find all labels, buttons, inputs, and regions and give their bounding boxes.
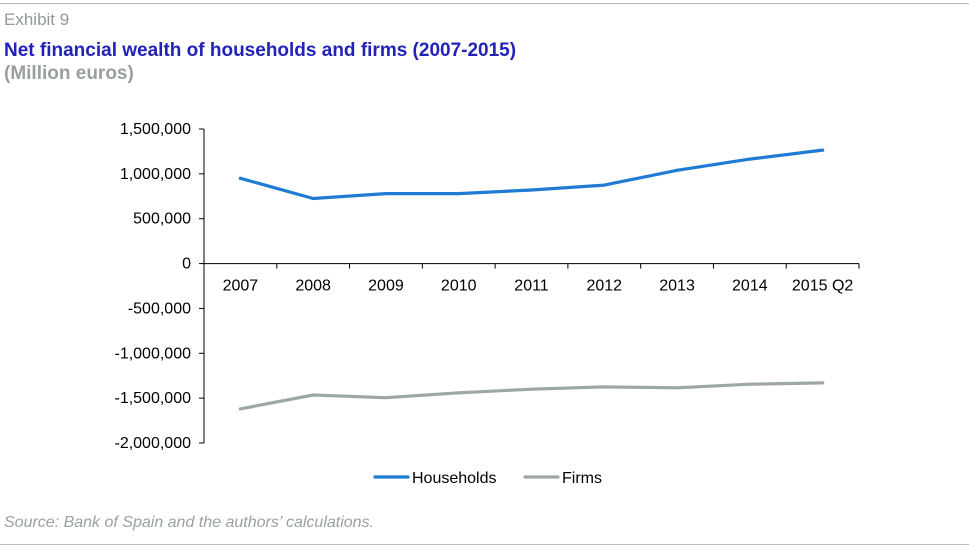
y-axis: 1,500,000 1,000,000 500,000 0 -500,000 -1,000… xyxy=(114,121,205,452)
x-tick-label: 2012 xyxy=(586,278,622,295)
households-point xyxy=(457,191,461,196)
firms-line xyxy=(238,381,825,411)
y-tick-label: 0 xyxy=(182,256,191,273)
chart-title: Net financial wealth of households and f… xyxy=(4,40,517,61)
legend: Households Firms xyxy=(373,470,602,487)
y-tick-label: 1,000,000 xyxy=(120,166,191,183)
y-tick-label: 500,000 xyxy=(133,211,191,228)
y-tick-label: 1,500,000 xyxy=(120,121,191,138)
source-note: Source: Bank of Spain and the authors’ c… xyxy=(4,514,375,531)
households-point xyxy=(748,157,752,161)
households-point xyxy=(675,168,679,172)
firms-point xyxy=(457,391,461,395)
firms-point xyxy=(311,393,315,397)
bottom-rule xyxy=(0,544,969,545)
exhibit-label: Exhibit 9 xyxy=(4,10,70,29)
households-point xyxy=(384,191,388,196)
firms-point xyxy=(602,385,606,389)
x-tick-label: 2014 xyxy=(732,278,768,295)
households-point xyxy=(821,148,825,152)
firms-point xyxy=(384,396,388,400)
firms-point xyxy=(821,381,825,385)
x-tick-label: 2015 Q2 xyxy=(792,278,853,295)
series-layer xyxy=(238,148,825,411)
households-point xyxy=(311,196,315,201)
x-axis: 2007 2008 2009 2010 2011 2012 2013 2014 2015 Q2 xyxy=(204,263,860,295)
top-rule xyxy=(0,3,969,4)
x-tick-label: 2013 xyxy=(659,278,695,295)
y-tick-label: -2,000,000 xyxy=(114,435,191,452)
households-point xyxy=(238,176,242,180)
x-tick-label: 2011 xyxy=(514,278,549,295)
households-point xyxy=(529,188,534,192)
legend-label-households: Households xyxy=(412,470,497,487)
households-point xyxy=(602,183,606,187)
y-tick-label: -1,500,000 xyxy=(114,390,191,407)
x-tick-label: 2008 xyxy=(295,278,331,295)
chart-subtitle: (Million euros) xyxy=(4,63,134,84)
x-tick-label: 2009 xyxy=(368,278,404,295)
x-tick-label: 2010 xyxy=(441,278,477,295)
y-tick-label: -500,000 xyxy=(128,300,191,317)
firms-point xyxy=(529,387,534,391)
firms-point xyxy=(238,407,242,411)
y-tick-label: -1,000,000 xyxy=(114,345,191,362)
firms-point xyxy=(748,382,752,386)
x-tick-label: 2007 xyxy=(223,278,259,295)
firms-point xyxy=(675,386,679,390)
legend-label-firms: Firms xyxy=(562,470,602,487)
